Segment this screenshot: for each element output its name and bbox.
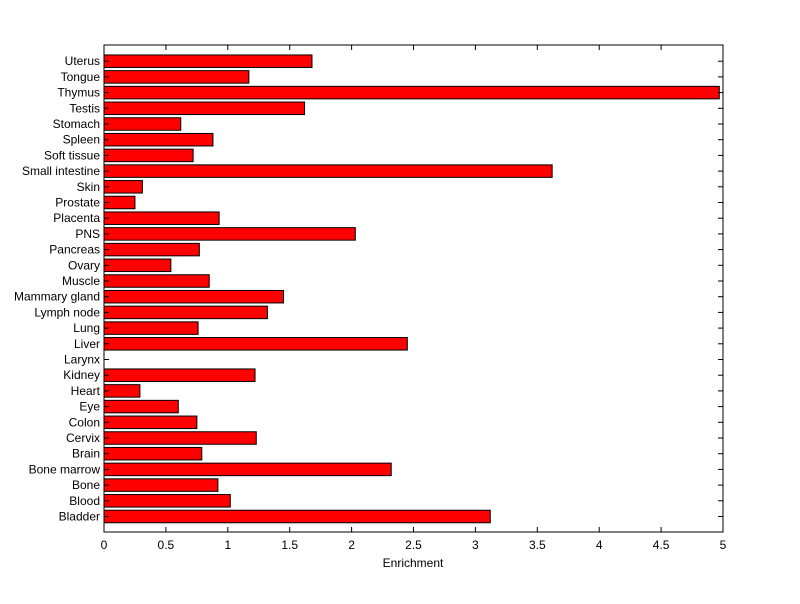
bar-lymph-node xyxy=(103,305,268,320)
plot-area xyxy=(103,44,724,533)
x-tick-label: 4 xyxy=(596,538,603,552)
x-tick-label: 0 xyxy=(101,538,108,552)
y-tick-label-skin: Skin xyxy=(77,180,100,194)
y-tick-label-bone-marrow: Bone marrow xyxy=(29,462,101,476)
y-tick-label-larynx: Larynx xyxy=(64,353,100,367)
bar-bladder xyxy=(103,509,491,524)
bar-cervix xyxy=(103,431,257,445)
y-tick-label-thymus: Thymus xyxy=(57,86,100,100)
x-axis-label: Enrichment xyxy=(383,556,444,570)
bar-colon xyxy=(103,415,198,430)
x-tick-label: 3.5 xyxy=(529,538,546,552)
x-tick-label: 2.5 xyxy=(405,538,422,552)
y-tick-label-ovary: Ovary xyxy=(68,258,100,272)
y-tick-label-eye: Eye xyxy=(79,400,100,414)
bar-testis xyxy=(103,101,306,116)
bar-bone xyxy=(103,478,219,492)
y-tick-label-lung: Lung xyxy=(73,321,100,335)
bar-blood xyxy=(103,494,231,508)
ticks-layer xyxy=(103,45,724,532)
y-tick-label-cervix: Cervix xyxy=(66,431,100,445)
bar-eye xyxy=(103,399,179,414)
y-tick-label-prostate: Prostate xyxy=(55,196,100,210)
bar-pns xyxy=(103,227,356,241)
bar-spleen xyxy=(103,132,214,147)
y-tick-label-pns: PNS xyxy=(75,227,100,241)
x-tick-label: 5 xyxy=(720,538,727,552)
x-tick-label: 0.5 xyxy=(158,538,175,552)
y-tick-label-muscle: Muscle xyxy=(62,274,100,288)
bar-uterus xyxy=(103,54,313,68)
bar-skin xyxy=(103,180,143,194)
x-tick-label: 1 xyxy=(224,538,231,552)
y-tick-label-blood: Blood xyxy=(69,494,100,508)
y-tick-label-testis: Testis xyxy=(69,101,100,115)
y-tick-label-bladder: Bladder xyxy=(59,510,100,524)
y-tick-label-brain: Brain xyxy=(72,447,100,461)
y-tick-label-kidney: Kidney xyxy=(63,368,100,382)
bar-lung xyxy=(103,321,199,335)
y-tick-label-small-intestine: Small intestine xyxy=(22,164,100,178)
bar-ovary xyxy=(103,258,172,273)
y-tick-label-uterus: Uterus xyxy=(65,54,100,68)
y-tick-label-lymph-node: Lymph node xyxy=(34,305,100,319)
y-tick-label-stomach: Stomach xyxy=(53,117,100,131)
y-tick-label-mammary-gland: Mammary gland xyxy=(14,290,100,304)
x-tick-label: 1.5 xyxy=(281,538,298,552)
x-tick-label: 2 xyxy=(348,538,355,552)
bar-small-intestine xyxy=(103,164,553,178)
y-tick-label-pancreas: Pancreas xyxy=(49,243,100,257)
bar-tongue xyxy=(103,70,250,84)
bar-kidney xyxy=(103,368,256,382)
bar-bone-marrow xyxy=(103,462,392,477)
bars-layer xyxy=(103,54,720,524)
y-tick-label-heart: Heart xyxy=(71,384,101,398)
bar-stomach xyxy=(103,117,182,131)
y-tick-label-colon: Colon xyxy=(69,415,100,429)
x-tick-label: 4.5 xyxy=(653,538,670,552)
y-tick-label-liver: Liver xyxy=(74,337,100,351)
y-tick-label-placenta: Placenta xyxy=(53,211,100,225)
y-tick-label-bone: Bone xyxy=(72,478,100,492)
bar-soft-tissue xyxy=(103,148,194,163)
bar-mammary-gland xyxy=(103,289,285,304)
y-tick-label-tongue: Tongue xyxy=(61,70,101,84)
y-tick-label-soft-tissue: Soft tissue xyxy=(44,148,100,162)
y-tick-label-spleen: Spleen xyxy=(63,133,100,147)
bar-liver xyxy=(103,337,408,351)
bar-brain xyxy=(103,446,203,461)
bar-pancreas xyxy=(103,242,200,257)
bar-thymus xyxy=(103,85,720,100)
x-tick-label: 3 xyxy=(472,538,479,552)
bar-heart xyxy=(103,384,141,398)
bar-muscle xyxy=(103,274,210,288)
bar-placenta xyxy=(103,211,220,225)
